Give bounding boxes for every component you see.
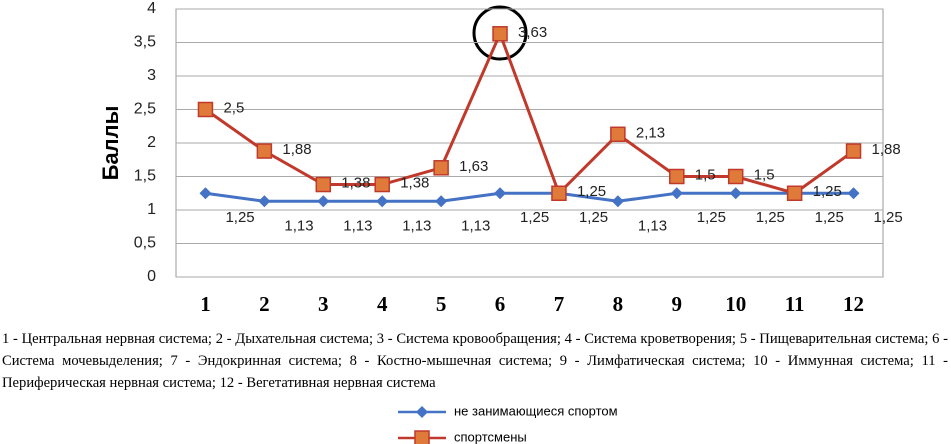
- x-tick-label: 9: [672, 292, 683, 316]
- y-axis-label: Баллы: [98, 106, 123, 181]
- y-tick-label: 1: [147, 201, 156, 218]
- marker: [197, 101, 214, 118]
- x-tick-label: 12: [843, 292, 864, 316]
- data-label: 1,25: [520, 209, 549, 226]
- marker: [845, 143, 862, 159]
- data-label: 1,25: [874, 209, 903, 226]
- x-tick-label: 10: [725, 292, 746, 316]
- marker: [551, 185, 567, 201]
- data-label: 3,63: [518, 24, 547, 41]
- marker: [786, 185, 803, 201]
- marker: [416, 406, 428, 418]
- x-tick-label: 2: [259, 292, 270, 316]
- series-line: [204, 29, 855, 196]
- data-label: 1,25: [697, 209, 726, 226]
- marker: [317, 195, 330, 208]
- marker: [315, 176, 332, 193]
- x-tick-label: 1: [200, 292, 211, 316]
- marker: [670, 187, 683, 200]
- y-tick-label: 1,5: [134, 168, 156, 185]
- y-tick-label: 3,5: [134, 34, 156, 51]
- data-label: 1,5: [754, 166, 775, 183]
- y-tick-label: 0,5: [134, 235, 156, 252]
- legend-label: спортсмены: [454, 429, 527, 444]
- x-tick-label: 3: [318, 292, 329, 316]
- marker: [727, 168, 744, 185]
- y-tick-label: 2,5: [134, 101, 156, 118]
- y-tick-label: 4: [147, 0, 156, 17]
- marker: [199, 187, 212, 200]
- marker: [435, 195, 448, 208]
- y-tick-label: 2: [147, 134, 156, 151]
- x-tick-label: 6: [495, 292, 506, 316]
- data-label: 1,25: [813, 183, 842, 200]
- x-tick-label: 8: [613, 292, 624, 316]
- legend-label: не занимающиеся спортом: [454, 403, 618, 418]
- data-label: 1,25: [815, 209, 844, 226]
- data-label: 2,5: [223, 99, 244, 116]
- y-tick-label: 0: [147, 268, 156, 285]
- marker: [256, 143, 273, 159]
- marker: [492, 26, 508, 42]
- marker: [611, 195, 624, 208]
- data-label: 1,13: [461, 217, 490, 234]
- marker: [433, 160, 449, 176]
- data-label: 1,25: [577, 183, 606, 200]
- marker: [258, 195, 271, 208]
- marker: [669, 168, 685, 185]
- data-label: 1,25: [579, 209, 608, 226]
- data-label: 1,13: [638, 217, 667, 234]
- x-tick-label: 11: [785, 292, 805, 316]
- series-line: [205, 191, 854, 203]
- highlight-circle: [472, 5, 528, 61]
- data-label: 1,13: [343, 217, 372, 234]
- y-tick-label: 3: [147, 67, 156, 84]
- marker: [414, 430, 430, 444]
- x-tick-label: 4: [377, 292, 388, 316]
- data-label: 1,63: [459, 158, 488, 175]
- data-label: 1,13: [402, 217, 431, 234]
- marker: [376, 195, 389, 208]
- marker: [729, 187, 742, 200]
- data-label: 1,88: [872, 141, 901, 158]
- data-label: 1,5: [695, 166, 716, 183]
- marker: [847, 187, 860, 200]
- marker: [610, 126, 626, 143]
- x-tick-label: 7: [554, 292, 565, 316]
- x-tick-label: 5: [436, 292, 447, 316]
- caption: 1 - Центральная нервная система; 2 - Дых…: [2, 331, 948, 391]
- marker: [374, 176, 390, 193]
- data-label: 1,38: [400, 175, 429, 192]
- data-label: 1,25: [756, 209, 785, 226]
- data-label: 1,13: [284, 217, 313, 234]
- marker: [494, 187, 507, 200]
- data-label: 1,88: [282, 141, 311, 158]
- data-label: 2,13: [636, 124, 665, 141]
- data-label: 1,38: [341, 175, 370, 192]
- data-label: 1,25: [225, 209, 254, 226]
